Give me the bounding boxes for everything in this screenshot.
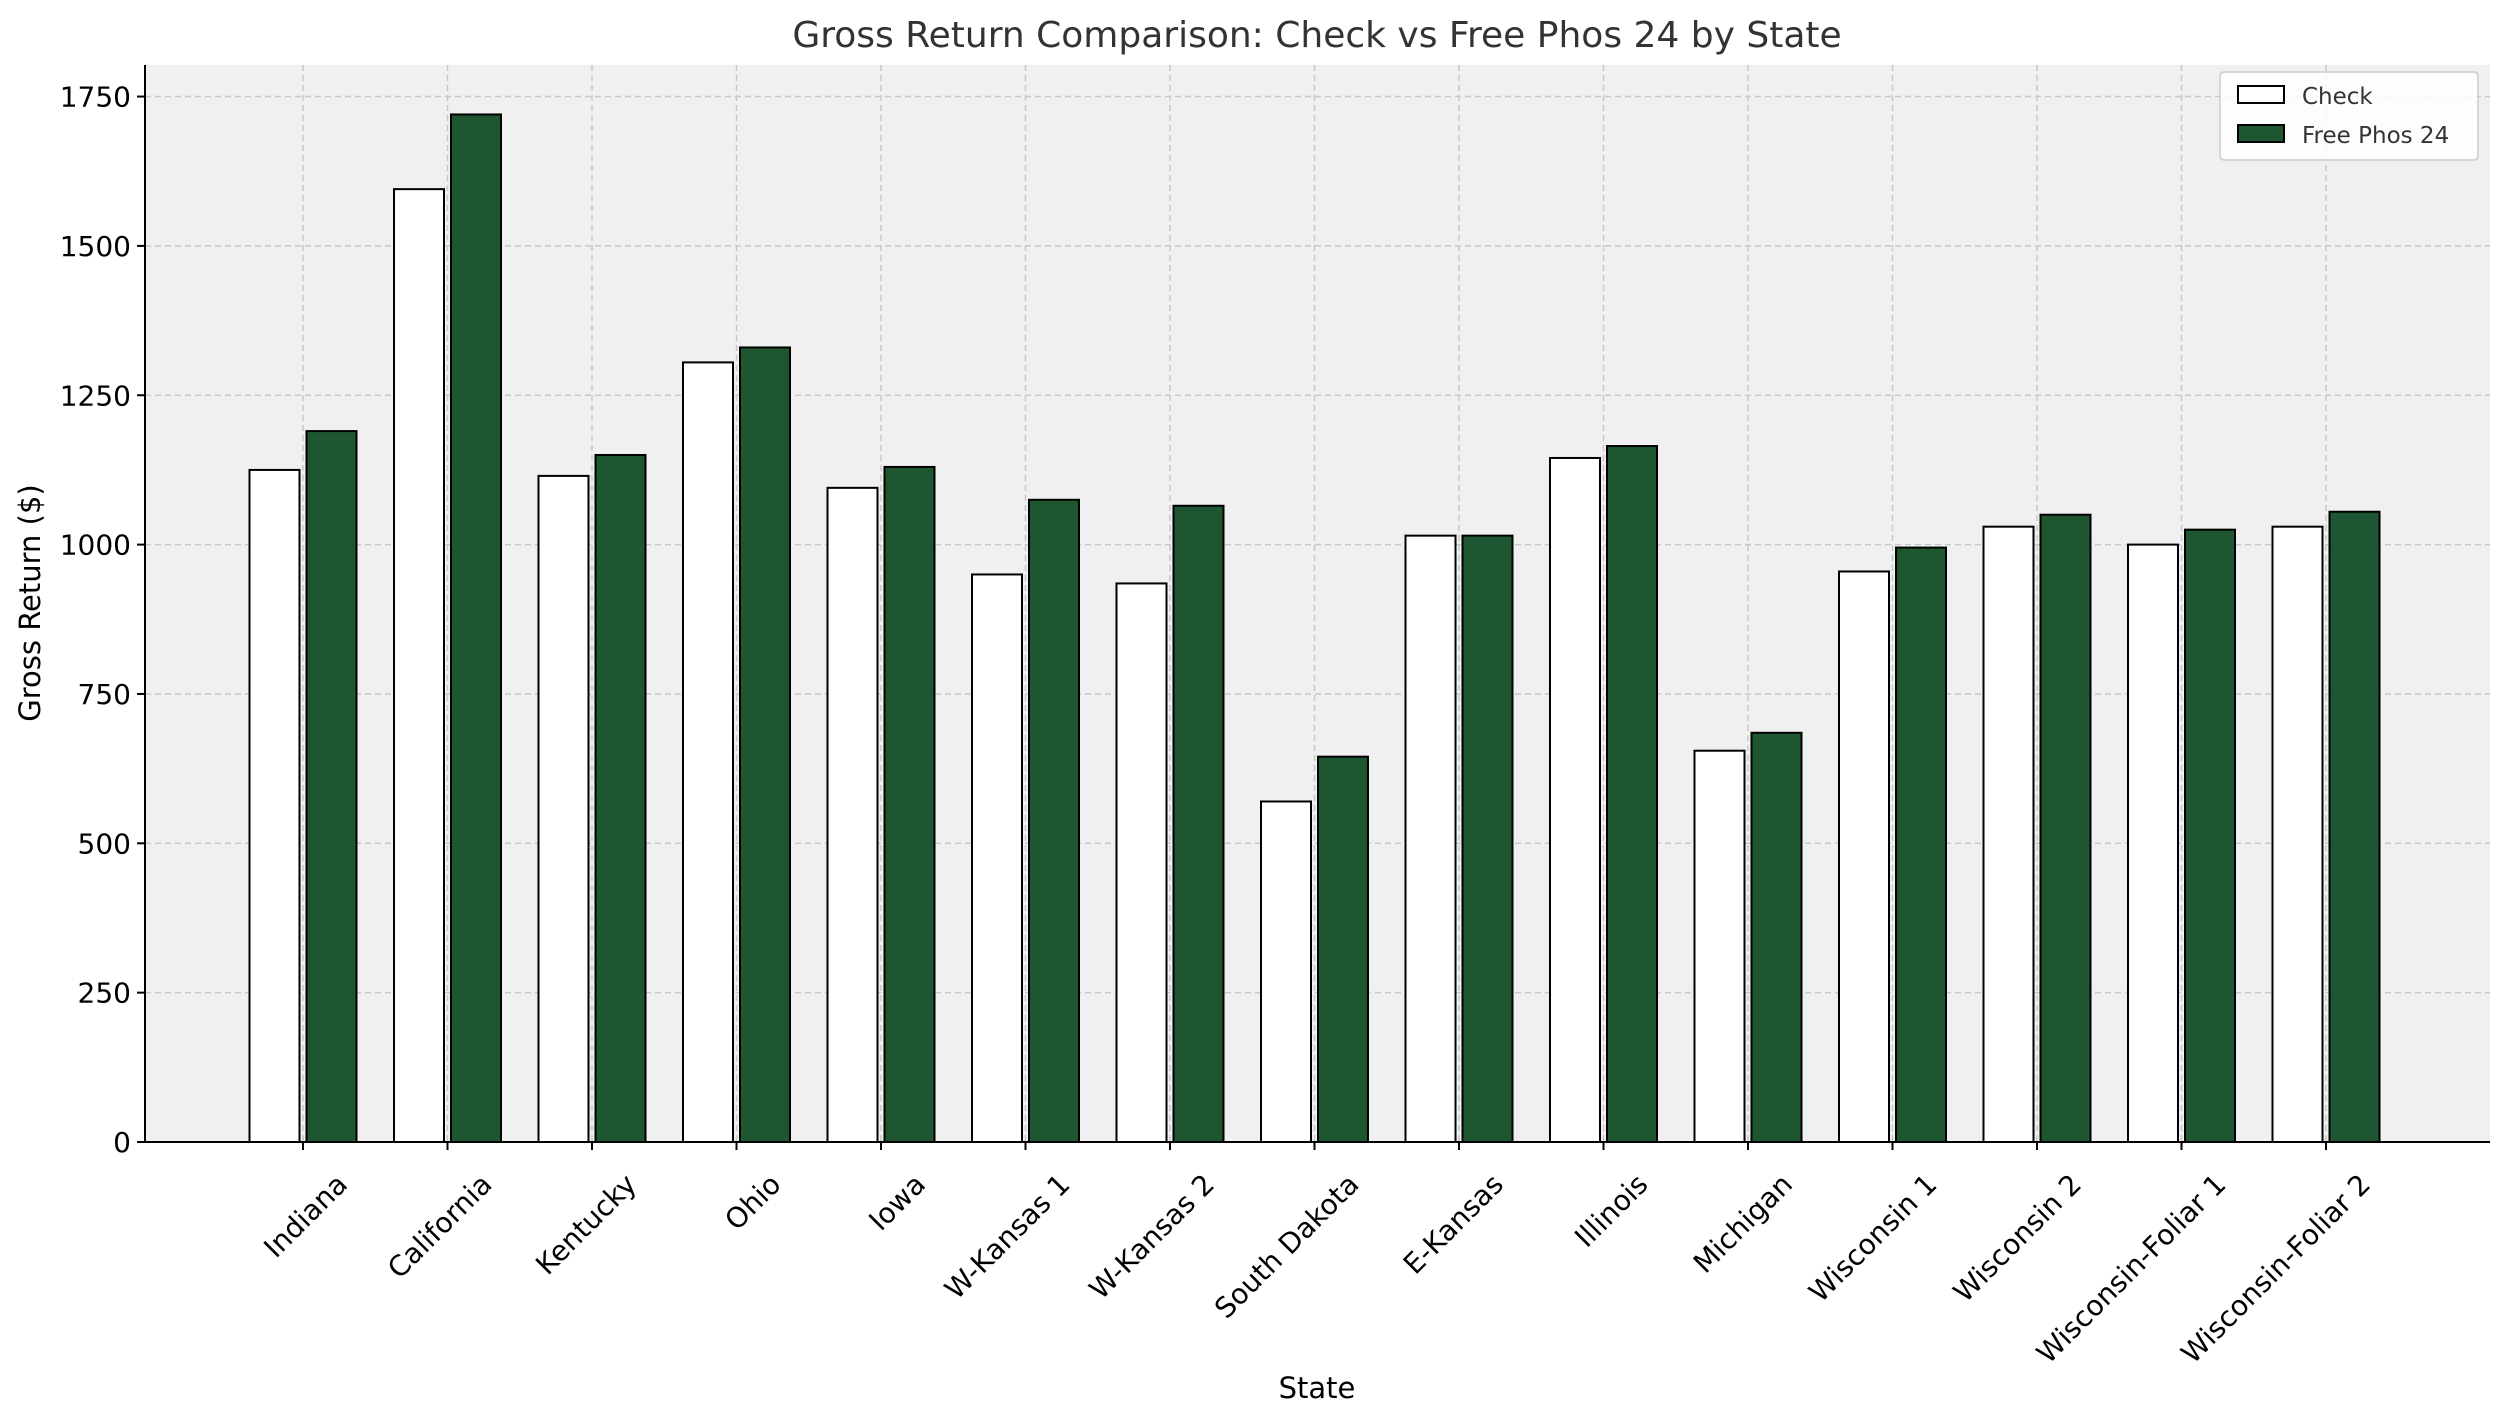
chart-title: Gross Return Comparison: Check vs Free P… [792, 15, 1841, 56]
y-tick-label: 250 [78, 977, 131, 1010]
x-tick-label-illinois: Illinois [1568, 1168, 1654, 1254]
bar-check-w-kansas-2 [1115, 582, 1168, 1143]
bar-free-phos-24-e-kansas [1461, 534, 1514, 1143]
bar-free-phos-24-indiana [305, 430, 358, 1143]
y-tick-label: 500 [78, 827, 131, 860]
x-tick-label-wisconsin-2: Wisconsin 2 [1947, 1168, 2088, 1309]
x-tick-label-south-dakota: South Dakota [1208, 1168, 1365, 1325]
bar-check-illinois [1549, 456, 1601, 1143]
axes [144, 65, 2490, 1143]
bar-check-indiana [248, 468, 301, 1143]
bar-check-michigan [1693, 749, 1746, 1143]
y-axis-label: Gross Return ($) [13, 484, 47, 721]
y-ticks: 0 250 500 750 1000 1250 1500 1750 [60, 81, 145, 1159]
bar-check-south-dakota [1260, 800, 1312, 1143]
y-tick-label: 1000 [60, 529, 131, 562]
bar-free-phos-24-ohio [739, 346, 791, 1143]
y-tick-label: 750 [78, 678, 131, 711]
x-tick-label-iowa: Iowa [862, 1168, 932, 1238]
bars [248, 113, 2381, 1144]
bar-check-wisconsin-foliar-2 [2271, 525, 2324, 1143]
bar-free-phos-24-michigan [1750, 731, 1803, 1143]
x-tick-label-e-kansas: E-Kansas [1397, 1168, 1510, 1281]
x-tick-label-w-kansas-1: W-Kansas 1 [938, 1168, 1076, 1306]
bar-check-wisconsin-1 [1838, 570, 1890, 1143]
x-tick-label-ohio: Ohio [718, 1168, 787, 1237]
bar-free-phos-24-california [450, 113, 502, 1143]
bar-check-kentucky [537, 474, 590, 1143]
bar-free-phos-24-illinois [1606, 445, 1658, 1143]
bar-check-w-kansas-1 [971, 573, 1023, 1143]
bar-check-california [393, 188, 445, 1144]
bar-free-phos-24-wisconsin-foliar-1 [2184, 528, 2236, 1143]
y-tick-label: 0 [113, 1126, 131, 1159]
x-ticks: Indiana California Kentucky Ohio Iowa W-Kansa… [257, 1142, 2377, 1370]
x-tick-label-michigan: Michigan [1687, 1168, 1799, 1280]
bar-free-phos-24-wisconsin-2 [2039, 513, 2092, 1143]
bar-check-wisconsin-2 [1982, 525, 2035, 1143]
x-tick-label-kentucky: Kentucky [529, 1168, 643, 1282]
bar-free-phos-24-kentucky [594, 453, 647, 1143]
legend-swatch-check [2237, 85, 2285, 104]
x-axis-label: State [1279, 1371, 1356, 1405]
x-tick-label-wisconsin-1: Wisconsin 1 [1802, 1168, 1943, 1309]
y-tick-label: 1250 [60, 379, 131, 412]
bar-check-iowa [826, 486, 879, 1143]
x-tick-label-indiana: Indiana [257, 1168, 354, 1265]
bar-free-phos-24-iowa [883, 465, 936, 1143]
bar-check-e-kansas [1404, 534, 1457, 1143]
legend: Check Free Phos 24 [2219, 71, 2479, 161]
bar-free-phos-24-south-dakota [1317, 755, 1369, 1143]
bar-free-phos-24-w-kansas-1 [1028, 498, 1080, 1144]
x-tick-label-w-kansas-2: W-Kansas 2 [1083, 1168, 1221, 1306]
bar-free-phos-24-w-kansas-2 [1172, 504, 1225, 1144]
bar-check-ohio [682, 361, 734, 1143]
y-tick-label: 1750 [60, 81, 131, 114]
legend-label-free-phos-24: Free Phos 24 [2302, 123, 2449, 149]
bar-free-phos-24-wisconsin-1 [1895, 546, 1947, 1143]
bar-free-phos-24-wisconsin-foliar-2 [2328, 510, 2381, 1144]
bar-check-wisconsin-foliar-1 [2127, 543, 2179, 1143]
legend-label-check: Check [2302, 84, 2373, 110]
x-tick-label-california: California [381, 1168, 498, 1285]
y-tick-label: 1500 [60, 230, 131, 263]
legend-swatch-free-phos-24 [2237, 124, 2285, 143]
